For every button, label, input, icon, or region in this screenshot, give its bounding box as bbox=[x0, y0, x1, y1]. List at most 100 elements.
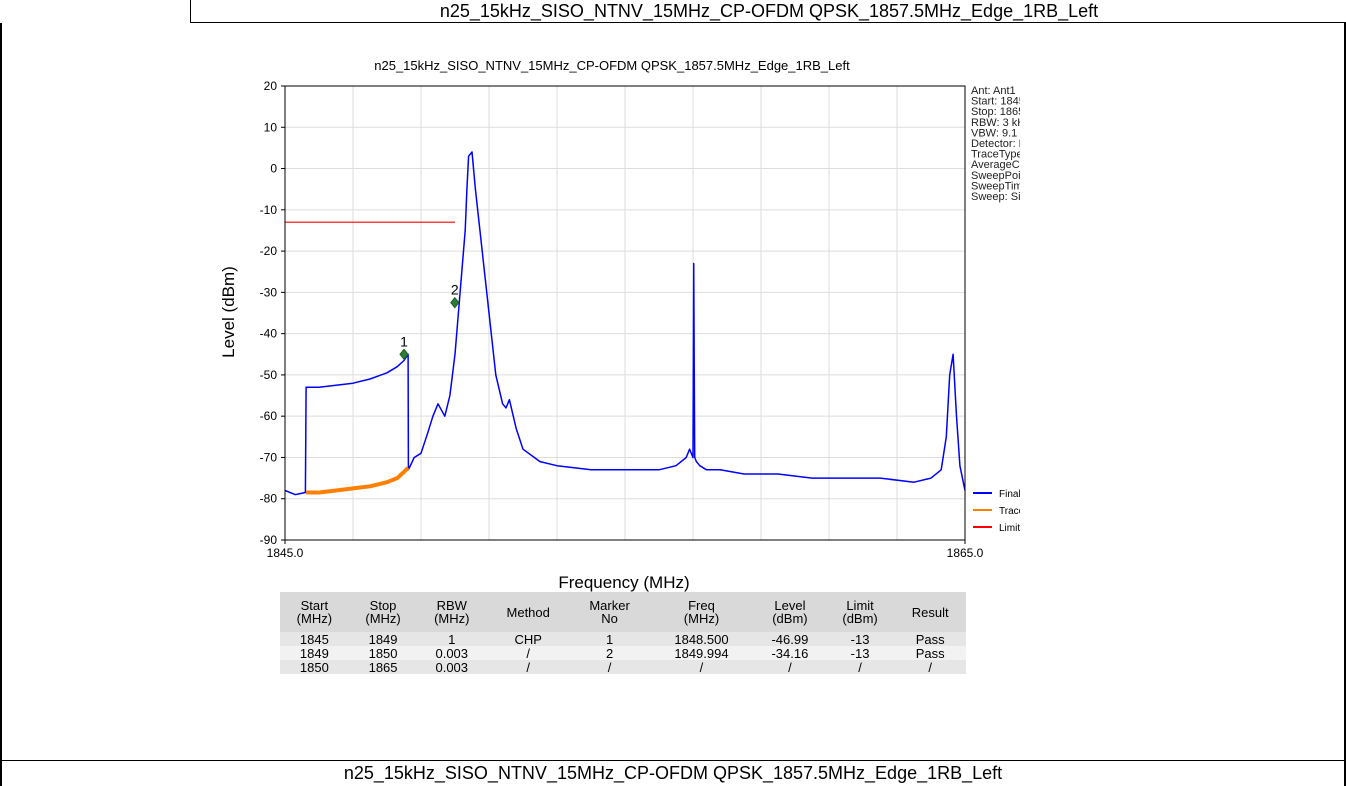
table-cell: CHP bbox=[486, 632, 571, 646]
table-header-text: RBW bbox=[436, 598, 467, 613]
table-header-text: Result bbox=[911, 604, 949, 620]
info-box-line: Detector: RMS bbox=[971, 138, 1020, 150]
info-box-line: Stop: 1865 MHz bbox=[971, 106, 1020, 118]
table-cell: 1865 bbox=[348, 660, 418, 674]
table-header-text: Stop bbox=[369, 598, 397, 613]
table-cell: 1849 bbox=[280, 646, 349, 660]
x-tick-label: 1865.0 bbox=[947, 546, 984, 560]
table-header-text: Freq bbox=[688, 598, 715, 613]
top-caption-text: n25_15kHz_SISO_NTNV_15MHz_CP-OFDM QPSK_1… bbox=[439, 1, 1099, 21]
table-cell: 1849 bbox=[348, 632, 418, 646]
table-cell: / bbox=[648, 660, 755, 674]
y-tick-label: -50 bbox=[260, 368, 278, 382]
info-box-line: AverageCount: 30 bbox=[971, 159, 1020, 171]
table-header-text: (MHz) bbox=[434, 611, 470, 626]
table-cell: 1845 bbox=[280, 632, 349, 646]
y-tick-label: 10 bbox=[264, 120, 278, 134]
table-cell: 1 bbox=[570, 632, 649, 646]
info-box-line: SweepPoint: 13334 bbox=[971, 170, 1020, 182]
y-tick-label: -30 bbox=[260, 285, 278, 299]
legend-label-trace: Trace bbox=[999, 506, 1020, 517]
table-cell: 1849.994 bbox=[648, 646, 755, 660]
table-cell: 1 bbox=[417, 632, 487, 646]
table-row: 1849 1850 0.003/2 1849.994 -34.16 -13 Pass bbox=[280, 646, 966, 660]
legend-label-limit: Limit bbox=[999, 523, 1020, 534]
table-cell: 2 bbox=[570, 646, 649, 660]
bottom-divider bbox=[0, 760, 1346, 761]
table-row: 1845 1849 1 CHP 1 1848.500 -46.99 -13 Pass bbox=[280, 632, 966, 646]
table-header-cell: Method bbox=[486, 592, 571, 632]
table-header-cell: Start (MHz) bbox=[280, 592, 349, 632]
table-header-cell: Freq (MHz) bbox=[648, 592, 755, 632]
markers: 12 bbox=[399, 282, 460, 361]
table-header-cell: Limit (dBm) bbox=[825, 592, 895, 632]
marker-1-label: 1 bbox=[400, 333, 408, 349]
table-header-text: Limit bbox=[846, 598, 874, 613]
y-tick-label: 20 bbox=[264, 79, 278, 93]
table-header-text: (MHz) bbox=[296, 611, 333, 626]
table-header-text: Method bbox=[506, 604, 550, 620]
info-box-line: VBW: 9.1 kHz bbox=[971, 127, 1020, 139]
table-cell: 1850 bbox=[280, 660, 349, 674]
table-cell: -13 bbox=[825, 646, 895, 660]
y-tick-label: -70 bbox=[260, 450, 278, 464]
table-cell: / bbox=[754, 660, 826, 674]
y-axis-label: Level (dBm) bbox=[219, 266, 238, 358]
y-tick-label: -60 bbox=[260, 409, 278, 423]
info-box-line: Start: 1845 MHz bbox=[971, 96, 1020, 108]
chart-background bbox=[200, 48, 980, 593]
bottom-caption: n25_15kHz_SISO_NTNV_15MHz_CP-OFDM QPSK_1… bbox=[0, 761, 1346, 786]
y-tick-label: -90 bbox=[260, 533, 278, 547]
table-header-text: Start bbox=[300, 598, 329, 613]
table-header-text: No bbox=[601, 611, 618, 626]
info-box-line: Ant: Ant1 bbox=[971, 85, 1016, 97]
table-header-text: (dBm) bbox=[842, 611, 878, 626]
table-header-text: Marker bbox=[589, 598, 630, 613]
table-cell: / bbox=[570, 660, 649, 674]
table-cell: / bbox=[894, 660, 966, 674]
table-header-cell: Marker No bbox=[570, 592, 649, 632]
table-cell: -46.99 bbox=[754, 632, 826, 646]
table-cell: 0.003 bbox=[417, 646, 487, 660]
y-tick-label: 0 bbox=[270, 162, 277, 176]
info-box-line: TraceType: Average bbox=[971, 149, 1020, 161]
table-header-cell: Result bbox=[894, 592, 966, 632]
table-cell: -13 bbox=[825, 632, 895, 646]
table-cell: 0.003 bbox=[417, 660, 487, 674]
y-tick-label: -80 bbox=[260, 492, 278, 506]
table-header-text: (MHz) bbox=[365, 611, 401, 626]
y-tick-label: -20 bbox=[260, 244, 278, 258]
info-box-line: SweepTime: 2.74 s bbox=[971, 180, 1020, 192]
table-cell: -34.16 bbox=[754, 646, 826, 660]
table-header-cell: Stop (MHz) bbox=[348, 592, 418, 632]
result-table-body: 1845 1849 1 CHP 1 1848.500 -46.99 -13 Pass 1849 18… bbox=[280, 632, 966, 674]
table-cell: 1850 bbox=[348, 646, 418, 660]
table-cell: / bbox=[825, 660, 895, 674]
top-caption: n25_15kHz_SISO_NTNV_15MHz_CP-OFDM QPSK_1… bbox=[190, 0, 1346, 23]
table-header-text: (dBm) bbox=[772, 611, 808, 626]
y-tick-label: -10 bbox=[260, 203, 278, 217]
table-header-cell: Level (dBm) bbox=[754, 592, 826, 632]
table-cell: Pass bbox=[894, 632, 966, 646]
table-cell: / bbox=[486, 646, 571, 660]
marker-2-symbol bbox=[450, 296, 460, 309]
legend-label-final-data: Final Data bbox=[999, 489, 1020, 500]
result-table: Start (MHz) Stop (MHz) RBW (MHz) Method Marker N… bbox=[280, 592, 966, 674]
table-header-text: (MHz) bbox=[683, 611, 720, 626]
table-cell: 1848.500 bbox=[648, 632, 755, 646]
marker-2-label: 2 bbox=[451, 282, 459, 298]
y-tick-label: -40 bbox=[260, 327, 278, 341]
table-header-text: Level bbox=[774, 598, 806, 613]
chart-title: n25_15kHz_SISO_NTNV_15MHz_CP-OFDM QPSK_1… bbox=[374, 58, 850, 73]
figure-box bbox=[0, 23, 1346, 761]
table-cell: Pass bbox=[894, 646, 966, 660]
series-line-trace bbox=[306, 466, 410, 495]
result-table-head: Start (MHz) Stop (MHz) RBW (MHz) Method Marker N… bbox=[280, 592, 966, 632]
table-cell: / bbox=[486, 660, 571, 674]
x-axis-label: Frequency (MHz) bbox=[558, 573, 689, 592]
info-box-line: RBW: 3 kHz bbox=[971, 117, 1020, 129]
